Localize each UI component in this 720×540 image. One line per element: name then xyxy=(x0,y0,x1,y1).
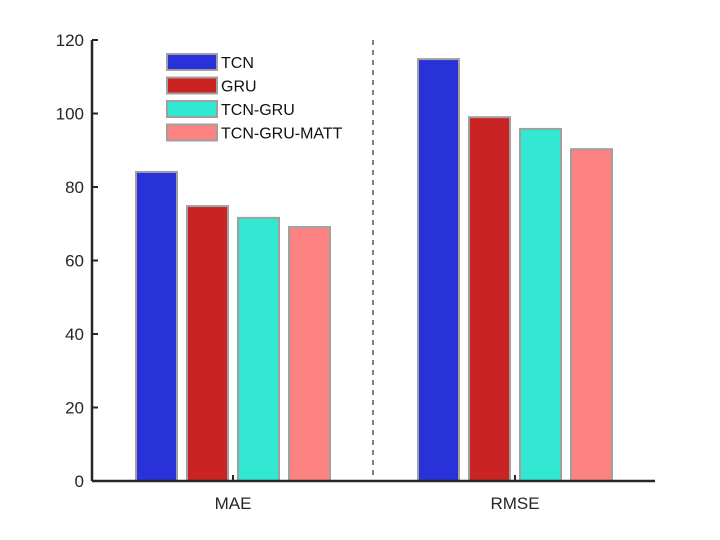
x-tick-label-mae: MAE xyxy=(215,494,252,513)
bar-tcn-mae xyxy=(135,170,178,482)
y-tick-label: 20 xyxy=(65,399,84,418)
legend-label: TCN-GRU xyxy=(221,102,295,119)
y-axis: 0 20 40 60 80 100 120 xyxy=(56,31,98,491)
x-tick-label-rmse: RMSE xyxy=(490,494,539,513)
bar-tcn-rmse xyxy=(417,58,460,483)
legend: TCN GRU TCN-GRU TCN-GRU-MATT xyxy=(166,53,343,143)
y-tick-label: 0 xyxy=(75,472,84,491)
legend-label: GRU xyxy=(221,79,257,96)
bars-layer xyxy=(135,58,613,483)
y-tick-label: 40 xyxy=(65,325,84,344)
legend-label: TCN xyxy=(221,55,254,72)
y-tick-label: 60 xyxy=(65,252,84,271)
legend-label: TCN-GRU-MATT xyxy=(221,126,343,143)
x-axis: MAE RMSE xyxy=(92,475,655,513)
bar-tcn-gru-mae xyxy=(237,216,280,482)
y-tick-label: 80 xyxy=(65,178,84,197)
legend-swatch-tcn xyxy=(166,53,218,71)
y-tick-label: 120 xyxy=(56,31,84,50)
bar-tcn-gru-matt-rmse xyxy=(570,148,613,483)
bar-gru-mae xyxy=(186,205,229,483)
legend-swatch-tcn-gru xyxy=(166,100,218,118)
y-tick-label: 100 xyxy=(56,105,84,124)
legend-swatch-tcn-gru-matt xyxy=(166,123,218,142)
bar-tcn-gru-matt-mae xyxy=(288,226,331,482)
legend-swatch-gru xyxy=(166,76,218,95)
bar-gru-rmse xyxy=(468,116,511,483)
bar-tcn-gru-rmse xyxy=(519,127,562,482)
